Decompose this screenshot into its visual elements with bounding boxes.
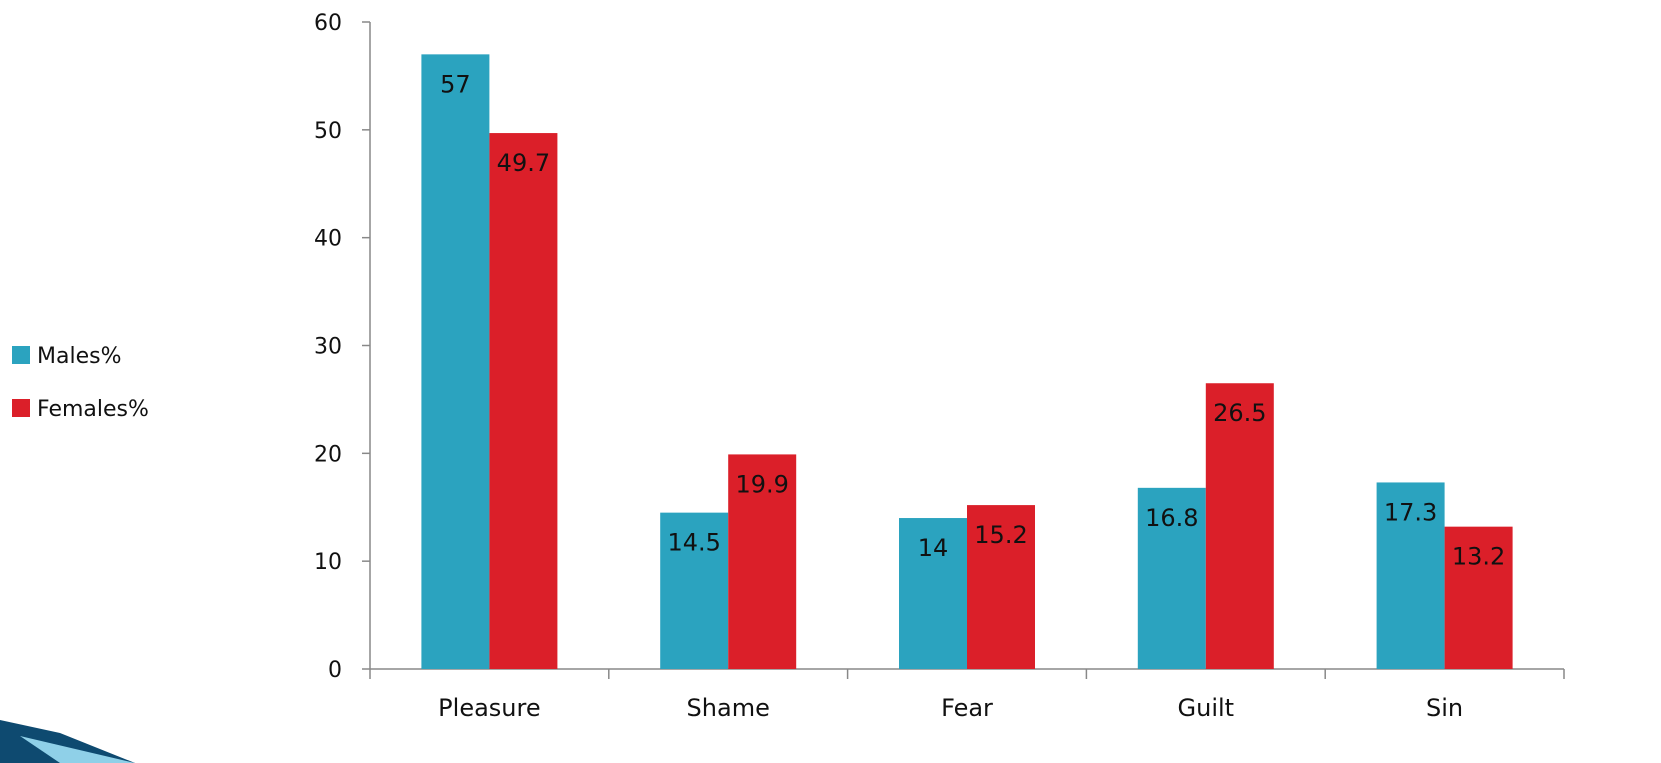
data-label: 14.5 xyxy=(667,529,720,557)
y-tick-label: 20 xyxy=(314,442,342,467)
bar-males-fear xyxy=(899,518,967,669)
y-tick-label: 0 xyxy=(328,658,342,683)
bar-females-pleasure xyxy=(489,133,558,669)
chart-legend: Males% Females% xyxy=(12,344,149,422)
slide-corner-decoration xyxy=(0,720,135,763)
data-label: 17.3 xyxy=(1384,498,1437,526)
x-category-label: Sin xyxy=(1426,694,1463,722)
bar-group xyxy=(421,54,1513,670)
chart-axes: 0 10 20 30 40 50 60 xyxy=(314,11,1565,683)
y-tick-label: 30 xyxy=(314,335,342,360)
bar-males-sin xyxy=(1376,482,1445,669)
bar-females-fear xyxy=(967,505,1035,669)
bar-males-shame xyxy=(660,512,729,669)
y-tick-label: 50 xyxy=(314,119,342,144)
bar-males-guilt xyxy=(1137,487,1206,669)
data-label: 13.2 xyxy=(1452,543,1505,571)
legend-swatch xyxy=(12,399,30,417)
x-category-label: Guilt xyxy=(1178,694,1235,722)
legend-label: Females% xyxy=(37,397,149,422)
label-group: Pleasure Shame Fear Guilt Sin 57 49.7 14.5 19.9 1… xyxy=(438,70,1505,722)
data-label: 49.7 xyxy=(497,149,550,177)
data-label: 16.8 xyxy=(1145,504,1198,532)
bar-females-shame xyxy=(728,454,797,669)
data-label: 15.2 xyxy=(974,521,1027,549)
x-category-label: Pleasure xyxy=(438,694,540,722)
y-tick-label: 40 xyxy=(314,227,342,252)
data-label: 57 xyxy=(440,70,471,98)
x-category-label: Shame xyxy=(687,694,770,722)
data-label: 19.9 xyxy=(735,470,788,498)
bar-males-pleasure xyxy=(421,54,490,670)
data-label: 14 xyxy=(918,534,949,562)
bar-females-guilt xyxy=(1205,383,1274,669)
bar-females-sin xyxy=(1444,526,1513,669)
y-tick-label: 10 xyxy=(314,550,342,575)
legend-label: Males% xyxy=(37,344,121,369)
legend-swatch xyxy=(12,346,30,364)
x-category-label: Fear xyxy=(941,694,993,722)
y-tick-label: 60 xyxy=(314,11,342,36)
data-label: 26.5 xyxy=(1213,399,1266,427)
